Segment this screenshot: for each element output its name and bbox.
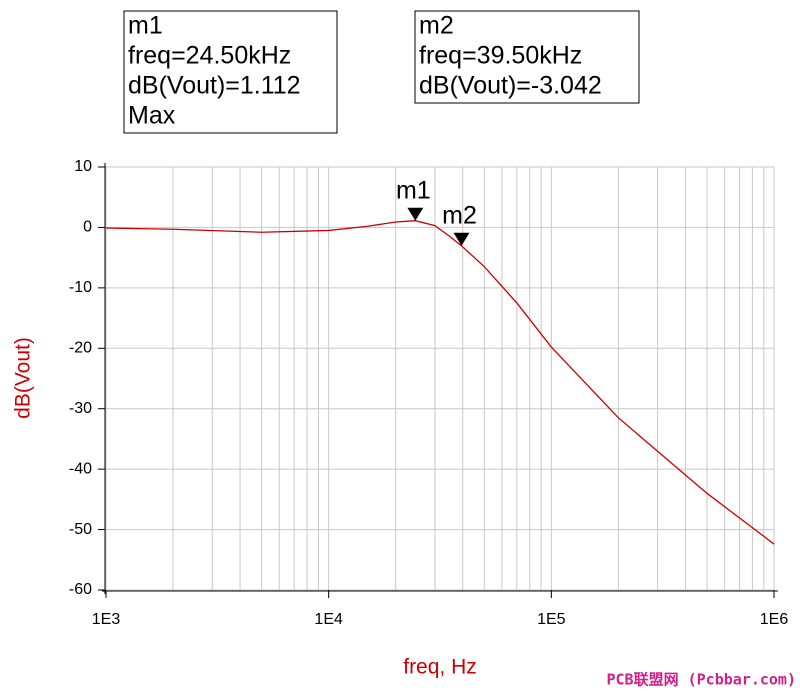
marker-box-line: freq=24.50kHz <box>128 42 291 70</box>
marker-triangle <box>453 232 470 246</box>
plot-area <box>105 166 775 591</box>
y-tick-label: 10 <box>74 158 92 175</box>
y-tick-label: -40 <box>69 460 92 477</box>
marker-box <box>123 10 338 134</box>
x-axis-label: freq, Hz <box>403 656 477 679</box>
y-axis-label: dB(Vout) <box>12 337 35 419</box>
marker-label: m2 <box>442 201 477 229</box>
marker-box <box>414 10 640 104</box>
y-tick-label: 0 <box>83 219 92 236</box>
x-tick-label: 1E5 <box>537 611 566 628</box>
x-tick-label: 1E3 <box>92 611 121 628</box>
x-tick-label: 1E4 <box>314 611 343 628</box>
y-tick-label: -20 <box>69 340 92 357</box>
y-tick-label: -60 <box>69 581 92 598</box>
marker-box-line: Max <box>128 102 176 130</box>
marker-box-title: m1 <box>128 12 163 40</box>
y-tick-label: -50 <box>69 521 92 538</box>
marker-box-line: dB(Vout)=1.112 <box>128 72 301 100</box>
marker-box-line: dB(Vout)=-3.042 <box>419 72 602 100</box>
marker-box-line: freq=39.50kHz <box>419 42 582 70</box>
x-tick-label: 1E6 <box>760 611 789 628</box>
marker-label: m1 <box>396 176 431 204</box>
watermark: PCB联盟网 (Pcbbar.com) <box>607 671 797 689</box>
marker-triangle <box>407 207 424 221</box>
marker-box-title: m2 <box>419 12 454 40</box>
y-tick-label: -30 <box>69 400 92 417</box>
line-series <box>105 220 775 545</box>
y-tick-label: -10 <box>69 279 92 296</box>
